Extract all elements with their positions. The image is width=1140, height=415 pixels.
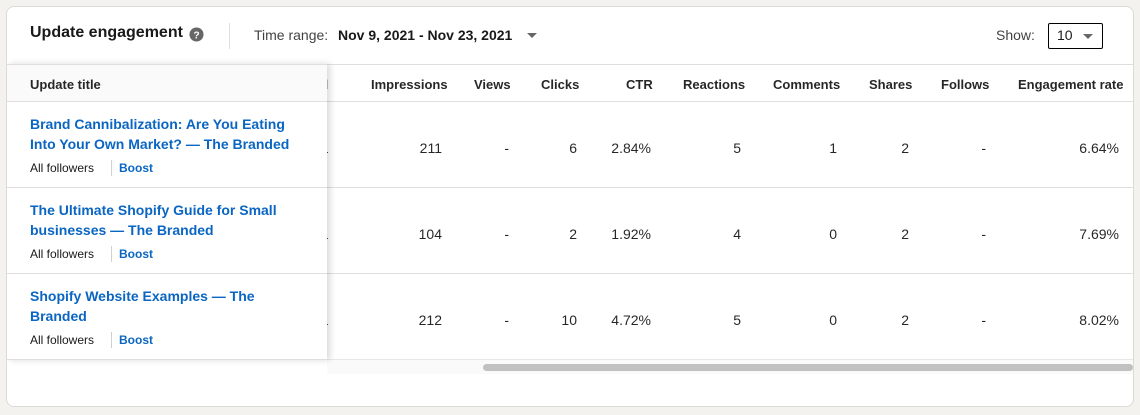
cell-impressions: 104 xyxy=(418,226,442,242)
card-header: Update engagement ? Time range: Nov 9, 2… xyxy=(7,7,1133,64)
update-title-link[interactable]: Brand Cannibalization: Are You Eating In… xyxy=(30,116,290,152)
cell-follows: - xyxy=(981,312,986,328)
cell-ctr: 2.84% xyxy=(611,140,651,156)
sticky-title-column: Update title Brand Cannibalization: Are … xyxy=(7,64,327,360)
cell-comments: 0 xyxy=(829,312,837,328)
svg-text:?: ? xyxy=(193,30,199,41)
cell-ctr: 1.92% xyxy=(611,226,651,242)
cell-follows: - xyxy=(981,226,986,242)
show-label: Show: xyxy=(996,27,1035,43)
cell-views: - xyxy=(504,140,509,156)
table-row: 21 104 - 2 1.92% 4 0 2 - 7.69% xyxy=(7,188,1133,274)
cell-comments: 0 xyxy=(829,226,837,242)
cell-views: - xyxy=(504,226,509,242)
boost-button[interactable]: Boost xyxy=(119,333,153,347)
audience-label: All followers xyxy=(30,333,95,347)
cell-reactions: 5 xyxy=(733,312,741,328)
column-clicks[interactable]: Clicks xyxy=(541,77,580,92)
caret-down-icon xyxy=(1083,34,1093,39)
cell-clicks: 2 xyxy=(569,226,577,242)
divider xyxy=(111,246,112,262)
column-update-title[interactable]: Update title xyxy=(7,64,327,102)
cell-comments: 1 xyxy=(829,140,837,156)
column-comments[interactable]: Comments xyxy=(773,77,841,92)
cell-impressions: 212 xyxy=(418,312,442,328)
card-title: Update engagement xyxy=(30,24,183,41)
show-count-select[interactable]: 10 xyxy=(1048,23,1103,49)
audience-label: All followers xyxy=(30,247,95,261)
caret-down-icon[interactable] xyxy=(527,33,537,38)
boost-button[interactable]: Boost xyxy=(119,161,153,175)
engagement-table: ed Impressions Views Clicks CTR Reaction… xyxy=(7,64,1133,376)
cell-engagement-rate: 6.64% xyxy=(1079,140,1119,156)
show-count-value: 10 xyxy=(1057,27,1073,43)
scrollbar-thumb[interactable] xyxy=(483,364,1133,371)
column-ctr[interactable]: CTR xyxy=(626,77,653,92)
column-follows[interactable]: Follows xyxy=(941,77,990,92)
update-engagement-card: Update engagement ? Time range: Nov 9, 2… xyxy=(6,6,1134,407)
cell-ctr: 4.72% xyxy=(611,312,651,328)
list-item: Shopify Website Examples — The Branded A… xyxy=(7,274,327,360)
cell-reactions: 4 xyxy=(733,226,741,242)
cell-follows: - xyxy=(981,140,986,156)
cell-clicks: 10 xyxy=(561,312,577,328)
list-item: The Ultimate Shopify Guide for Small bus… xyxy=(7,188,327,274)
header-divider xyxy=(229,23,230,49)
question-circle-icon[interactable]: ? xyxy=(189,27,204,42)
column-impressions[interactable]: Impressions xyxy=(371,77,448,92)
list-item: Brand Cannibalization: Are You Eating In… xyxy=(7,102,327,188)
cell-views: - xyxy=(504,312,509,328)
column-views[interactable]: Views xyxy=(474,77,511,92)
boost-button[interactable]: Boost xyxy=(119,247,153,261)
time-range-label: Time range: xyxy=(254,27,329,43)
cell-shares: 2 xyxy=(901,226,909,242)
horizontal-scrollbar[interactable] xyxy=(327,359,1133,374)
cell-engagement-rate: 8.02% xyxy=(1079,312,1119,328)
cell-shares: 2 xyxy=(901,312,909,328)
divider xyxy=(111,160,112,176)
cell-engagement-rate: 7.69% xyxy=(1079,226,1119,242)
cell-clicks: 6 xyxy=(569,140,577,156)
column-reactions[interactable]: Reactions xyxy=(683,77,746,92)
column-update-title-label: Update title xyxy=(30,77,101,92)
column-engagement-rate[interactable]: Engagement rate xyxy=(1018,77,1124,92)
column-shares[interactable]: Shares xyxy=(869,77,913,92)
cell-impressions: 211 xyxy=(419,140,442,156)
audience-label: All followers xyxy=(30,161,95,175)
cell-reactions: 5 xyxy=(733,140,741,156)
time-range-dropdown[interactable]: Nov 9, 2021 - Nov 23, 2021 xyxy=(338,27,513,43)
cell-shares: 2 xyxy=(901,140,909,156)
update-title-link[interactable]: The Ultimate Shopify Guide for Small bus… xyxy=(30,202,277,238)
update-title-link[interactable]: Shopify Website Examples — The Branded xyxy=(30,288,255,324)
divider xyxy=(111,332,112,348)
